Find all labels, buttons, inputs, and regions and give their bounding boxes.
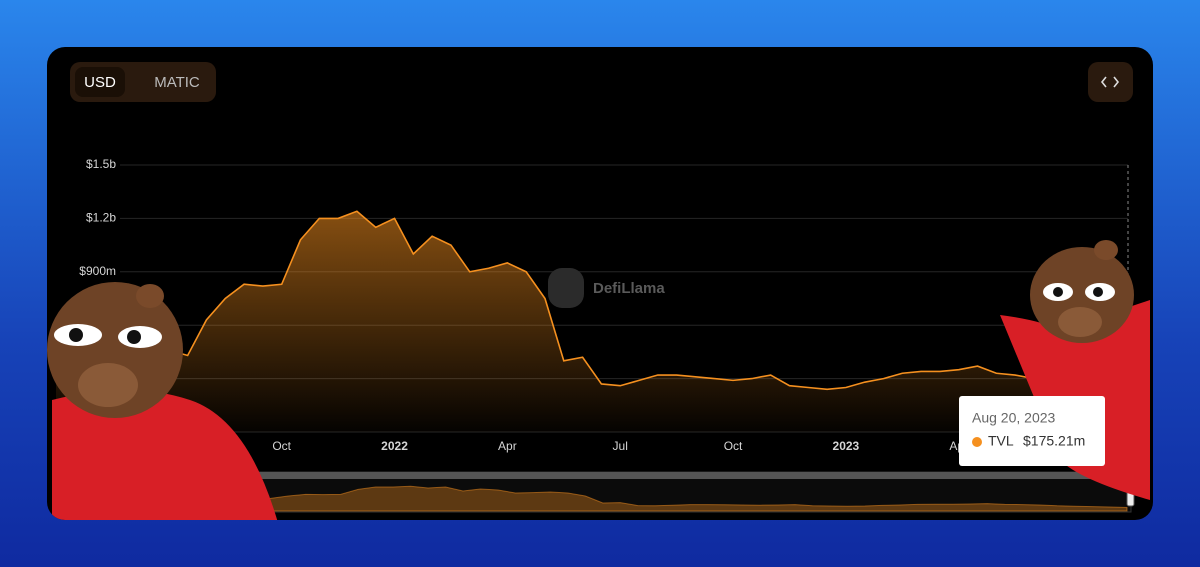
x-tick-label: 2023 [833, 439, 860, 453]
plot [55, 210, 1129, 432]
watermark-logo [548, 268, 584, 308]
x-tick-label: Apr [498, 439, 517, 453]
x-tick-label: 2022 [381, 439, 408, 453]
y-tick-label: $900m [79, 264, 116, 278]
tooltip-box [959, 396, 1105, 466]
x-tick-label: Jul [613, 439, 628, 453]
bear-snout [78, 363, 138, 407]
area [56, 211, 1128, 432]
tooltip-value: $175.21m [1023, 433, 1085, 449]
tooltip-marker [972, 437, 982, 447]
y-tick-label: $1.2b [86, 211, 116, 225]
minimap-area [130, 485, 1128, 512]
bear-snout [1058, 307, 1102, 337]
bear-head [1030, 247, 1134, 343]
embed-icon [1100, 76, 1120, 88]
bear-pupil [69, 328, 83, 342]
x-tick-label: Oct [272, 439, 291, 453]
tooltip-date: Aug 20, 2023 [972, 410, 1056, 426]
toggle-matic[interactable]: MATIC [154, 74, 200, 91]
bear-body [52, 390, 280, 520]
line [55, 210, 1129, 402]
y-tick-label: $1.5b [86, 157, 116, 171]
bear-ear [1094, 240, 1118, 260]
minimap [130, 485, 1128, 512]
bear-pupil [127, 330, 141, 344]
brush-bar[interactable] [128, 472, 1131, 479]
tooltip: Aug 20, 2023 TVL $175.21m [959, 396, 1105, 466]
tooltip-series: TVL [988, 433, 1014, 449]
bear-ear [136, 284, 164, 308]
toggle-selected[interactable] [75, 67, 125, 97]
x-tick-label: Oct [724, 439, 743, 453]
embed-button[interactable] [1088, 62, 1133, 102]
toggle-usd[interactable]: USD [84, 74, 116, 91]
bear-pupil [1053, 287, 1063, 297]
watermark: DefiLlama [593, 280, 665, 297]
bear-pupil [1093, 287, 1103, 297]
